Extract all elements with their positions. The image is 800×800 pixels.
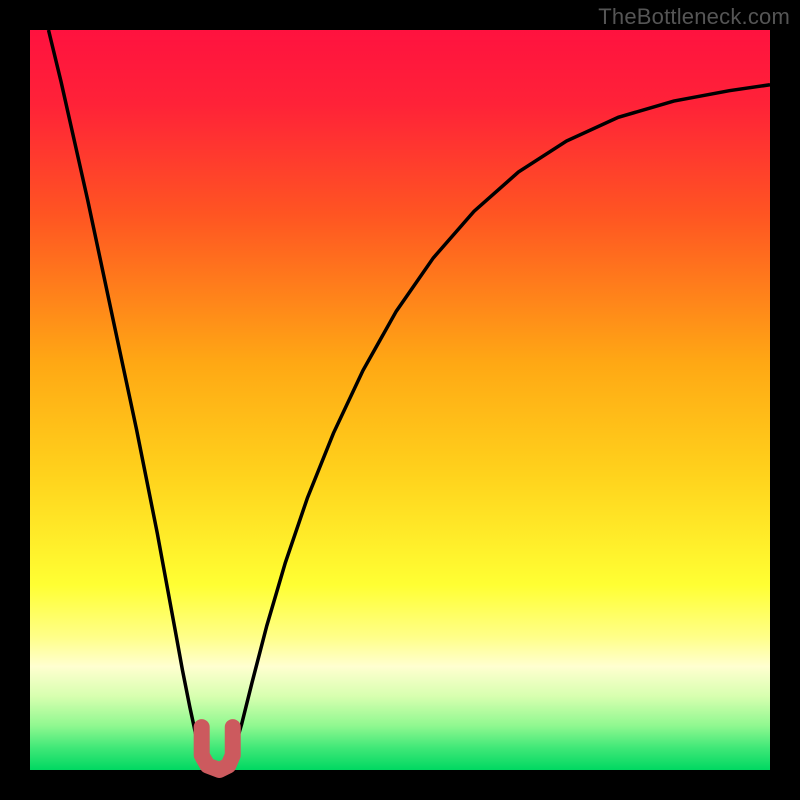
attribution-label: TheBottleneck.com: [598, 4, 790, 30]
chart-frame: TheBottleneck.com: [0, 0, 800, 800]
gradient-background: [30, 30, 770, 770]
bottleneck-curve-chart: [0, 0, 800, 800]
